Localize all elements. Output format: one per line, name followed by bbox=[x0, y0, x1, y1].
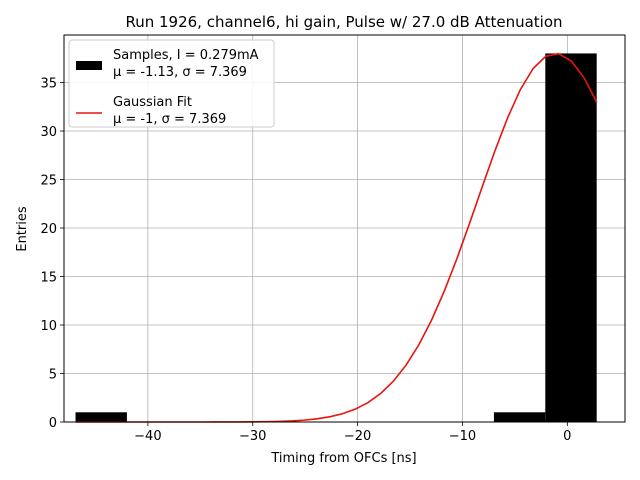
legend-label: Gaussian Fit bbox=[113, 95, 192, 110]
histogram-bar-0 bbox=[76, 412, 127, 422]
histogram-bar-1 bbox=[494, 412, 545, 422]
y-tick-label: 20 bbox=[40, 222, 57, 237]
y-tick-label: 15 bbox=[40, 271, 57, 286]
y-axis-ticks: 0 5 10 15 20 25 30 35 bbox=[40, 77, 64, 431]
chart-title: Run 1926, channel6, hi gain, Pulse w/ 27… bbox=[125, 13, 562, 31]
legend-label: Samples, I = 0.279mA bbox=[113, 48, 259, 63]
x-tick-label: −20 bbox=[344, 429, 371, 444]
x-tick-label: −30 bbox=[239, 429, 266, 444]
x-tick-label: −40 bbox=[134, 429, 161, 444]
x-axis-ticks: −40 −30 −20 −10 0 bbox=[134, 422, 571, 444]
x-axis-label: Timing from OFCs [ns] bbox=[270, 451, 416, 466]
y-axis-label: Entries bbox=[15, 206, 30, 252]
y-tick-label: 25 bbox=[40, 174, 57, 189]
y-tick-label: 35 bbox=[40, 77, 57, 92]
x-tick-label: 0 bbox=[563, 429, 571, 444]
x-tick-label: −10 bbox=[449, 429, 476, 444]
legend: Samples, I = 0.279mA μ = -1.13, σ = 7.369… bbox=[69, 40, 274, 127]
y-tick-label: 5 bbox=[49, 368, 57, 383]
legend-stats: μ = -1.13, σ = 7.369 bbox=[113, 65, 247, 80]
y-tick-label: 30 bbox=[40, 125, 57, 140]
legend-stats: μ = -1, σ = 7.369 bbox=[113, 112, 226, 127]
legend-bar-swatch bbox=[76, 61, 102, 70]
histogram-bar-2 bbox=[545, 53, 596, 422]
y-tick-label: 10 bbox=[40, 319, 57, 334]
y-tick-label: 0 bbox=[49, 416, 57, 431]
